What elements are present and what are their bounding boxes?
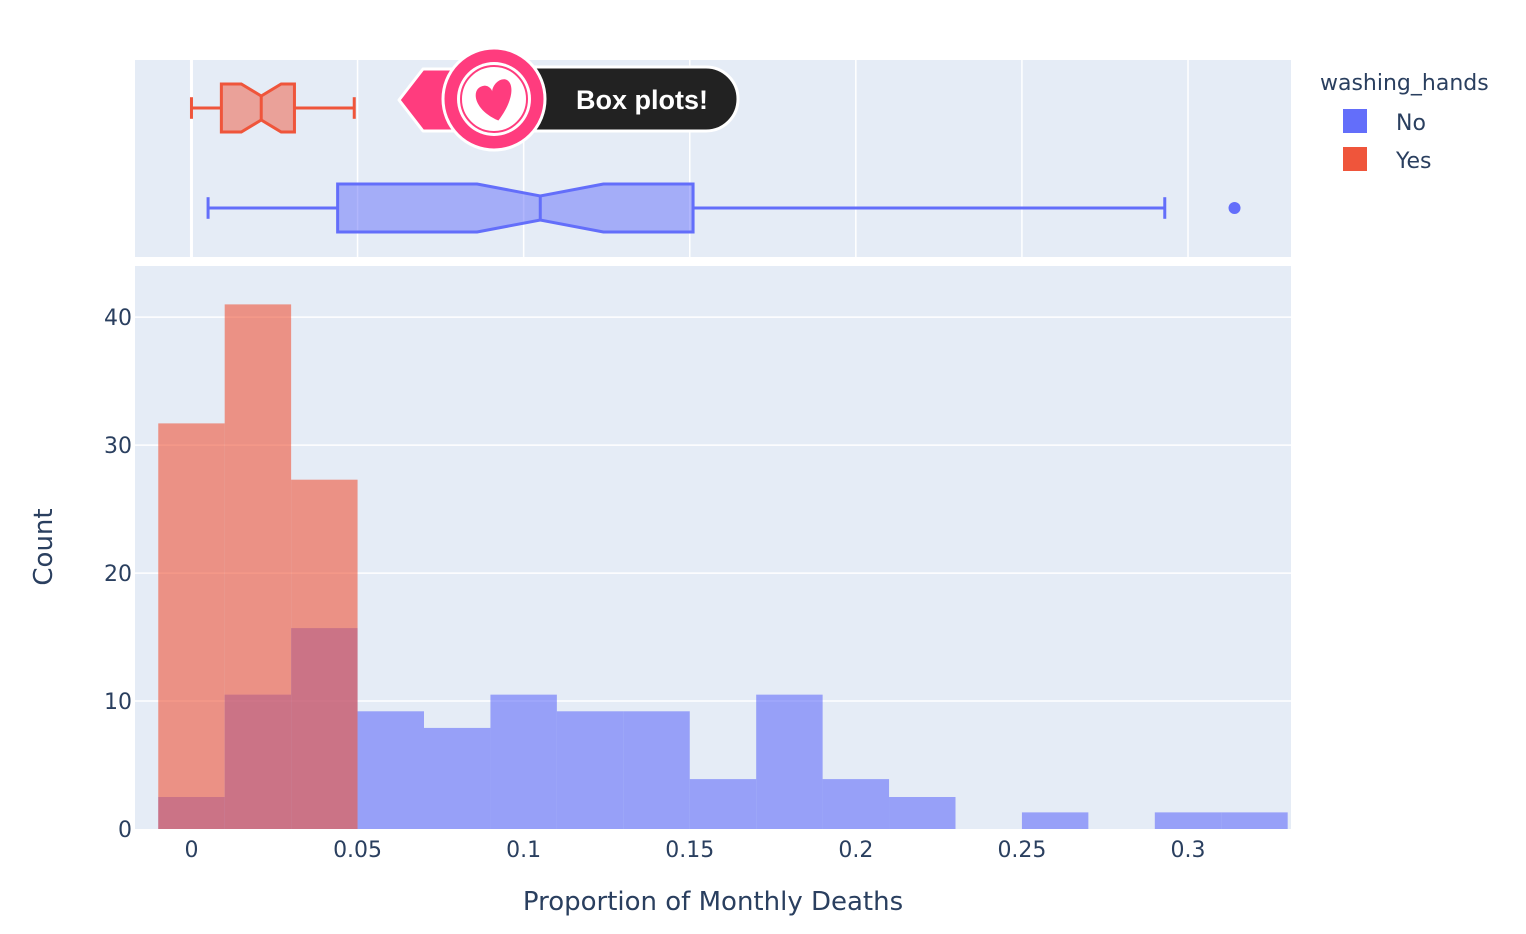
histogram-bar-no xyxy=(623,711,690,829)
x-tick-label: 0 xyxy=(184,838,198,863)
y-tick-label: 40 xyxy=(104,306,132,331)
heart-icon xyxy=(475,79,512,121)
x-tick-label: 0.2 xyxy=(838,838,873,863)
x-axis-title: Proportion of Monthly Deaths xyxy=(523,887,903,917)
box-plots xyxy=(189,82,1241,234)
badge-inner-ring xyxy=(460,65,528,133)
badge-label: Box plots! xyxy=(576,85,708,115)
histogram-bar-yes xyxy=(158,423,225,829)
y-axis-ticks: 0 10 20 30 40 xyxy=(104,306,132,843)
legend: washing_hands No Yes xyxy=(1320,71,1489,174)
x-tick-label: 0.25 xyxy=(997,838,1046,863)
histogram-bar-no xyxy=(556,711,624,829)
histogram-bar-no xyxy=(490,694,557,829)
box-plots-badge: Box plots! xyxy=(397,46,740,152)
legend-label-no: No xyxy=(1396,111,1426,136)
histogram-bar-no xyxy=(889,797,956,829)
x-tick-label: 0.1 xyxy=(506,838,541,863)
y-axis-title: Count xyxy=(29,508,59,585)
y-tick-label: 10 xyxy=(104,690,132,715)
histogram-bar-no xyxy=(1154,812,1222,829)
histogram-bar-yes xyxy=(291,479,358,829)
box-body-no xyxy=(336,182,695,234)
histogram-bar-no xyxy=(357,711,424,829)
y-tick-label: 30 xyxy=(104,434,132,459)
y-tick-label: 20 xyxy=(104,562,132,587)
histogram-bar-no xyxy=(1221,812,1288,829)
histogram-bar-no xyxy=(822,779,890,829)
histogram-bar-no xyxy=(756,694,823,829)
histogram-bar-no xyxy=(689,779,757,829)
legend-label-yes: Yes xyxy=(1395,149,1432,174)
x-tick-label: 0.05 xyxy=(333,838,382,863)
x-tick-label: 0.3 xyxy=(1171,838,1206,863)
x-tick-label: 0.15 xyxy=(665,838,714,863)
histogram-bar-no xyxy=(424,727,491,829)
x-axis-ticks: 0 0.05 0.1 0.15 0.2 0.25 0.3 xyxy=(184,838,1205,863)
y-tick-label: 0 xyxy=(118,818,132,843)
histogram-bars xyxy=(158,304,1288,829)
histogram-bar-no xyxy=(1021,812,1089,829)
box-body-yes xyxy=(219,82,296,134)
histogram-bar-yes xyxy=(224,304,292,829)
legend-swatch-no xyxy=(1343,109,1367,133)
box-outlier-no xyxy=(1228,202,1241,214)
legend-swatch-yes xyxy=(1343,147,1367,171)
legend-title: washing_hands xyxy=(1320,71,1489,96)
